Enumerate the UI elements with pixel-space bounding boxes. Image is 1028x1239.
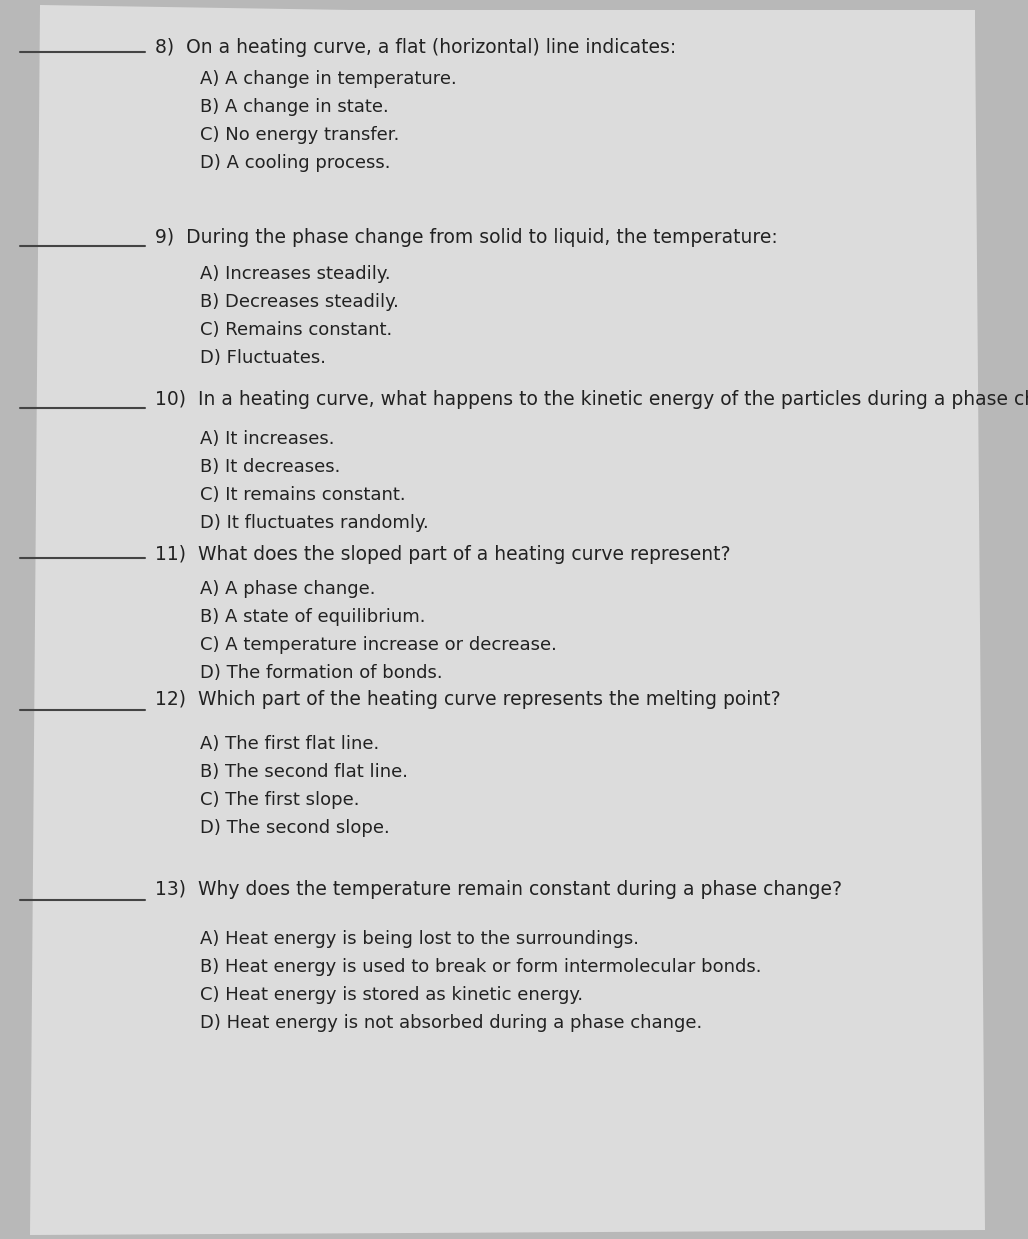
- Text: C) The first slope.: C) The first slope.: [200, 790, 360, 809]
- Text: A) Increases steadily.: A) Increases steadily.: [200, 265, 391, 282]
- Text: 8)  On a heating curve, a flat (horizontal) line indicates:: 8) On a heating curve, a flat (horizonta…: [155, 38, 676, 57]
- Text: C) It remains constant.: C) It remains constant.: [200, 486, 406, 504]
- Text: D) A cooling process.: D) A cooling process.: [200, 154, 391, 172]
- Text: B) Heat energy is used to break or form intermolecular bonds.: B) Heat energy is used to break or form …: [200, 958, 762, 976]
- Text: 11)  What does the sloped part of a heating curve represent?: 11) What does the sloped part of a heati…: [155, 545, 731, 564]
- Text: C) No energy transfer.: C) No energy transfer.: [200, 126, 399, 144]
- Text: B) The second flat line.: B) The second flat line.: [200, 763, 408, 781]
- Text: D) The formation of bonds.: D) The formation of bonds.: [200, 664, 443, 681]
- Text: D) Heat energy is not absorbed during a phase change.: D) Heat energy is not absorbed during a …: [200, 1014, 702, 1032]
- Text: D) Fluctuates.: D) Fluctuates.: [200, 349, 326, 367]
- Text: 10)  In a heating curve, what happens to the kinetic energy of the particles dur: 10) In a heating curve, what happens to …: [155, 390, 1028, 409]
- Bar: [56, 10, 975, 1220]
- Text: A) A phase change.: A) A phase change.: [200, 580, 375, 598]
- Text: D) The second slope.: D) The second slope.: [200, 819, 390, 838]
- Text: 13)  Why does the temperature remain constant during a phase change?: 13) Why does the temperature remain cons…: [155, 880, 842, 900]
- Text: A) The first flat line.: A) The first flat line.: [200, 735, 379, 753]
- Text: B) A change in state.: B) A change in state.: [200, 98, 389, 116]
- Text: B) It decreases.: B) It decreases.: [200, 458, 340, 476]
- Text: 9)  During the phase change from solid to liquid, the temperature:: 9) During the phase change from solid to…: [155, 228, 778, 247]
- Text: C) A temperature increase or decrease.: C) A temperature increase or decrease.: [200, 636, 557, 654]
- Text: B) A state of equilibrium.: B) A state of equilibrium.: [200, 608, 426, 626]
- Text: A) Heat energy is being lost to the surroundings.: A) Heat energy is being lost to the surr…: [200, 930, 639, 948]
- Text: A) A change in temperature.: A) A change in temperature.: [200, 69, 456, 88]
- Text: C) Heat energy is stored as kinetic energy.: C) Heat energy is stored as kinetic ener…: [200, 986, 583, 1004]
- Text: D) It fluctuates randomly.: D) It fluctuates randomly.: [200, 514, 429, 532]
- Text: C) Remains constant.: C) Remains constant.: [200, 321, 393, 339]
- Text: 12)  Which part of the heating curve represents the melting point?: 12) Which part of the heating curve repr…: [155, 690, 780, 709]
- Polygon shape: [30, 5, 985, 1235]
- Text: A) It increases.: A) It increases.: [200, 430, 334, 449]
- Text: B) Decreases steadily.: B) Decreases steadily.: [200, 292, 399, 311]
